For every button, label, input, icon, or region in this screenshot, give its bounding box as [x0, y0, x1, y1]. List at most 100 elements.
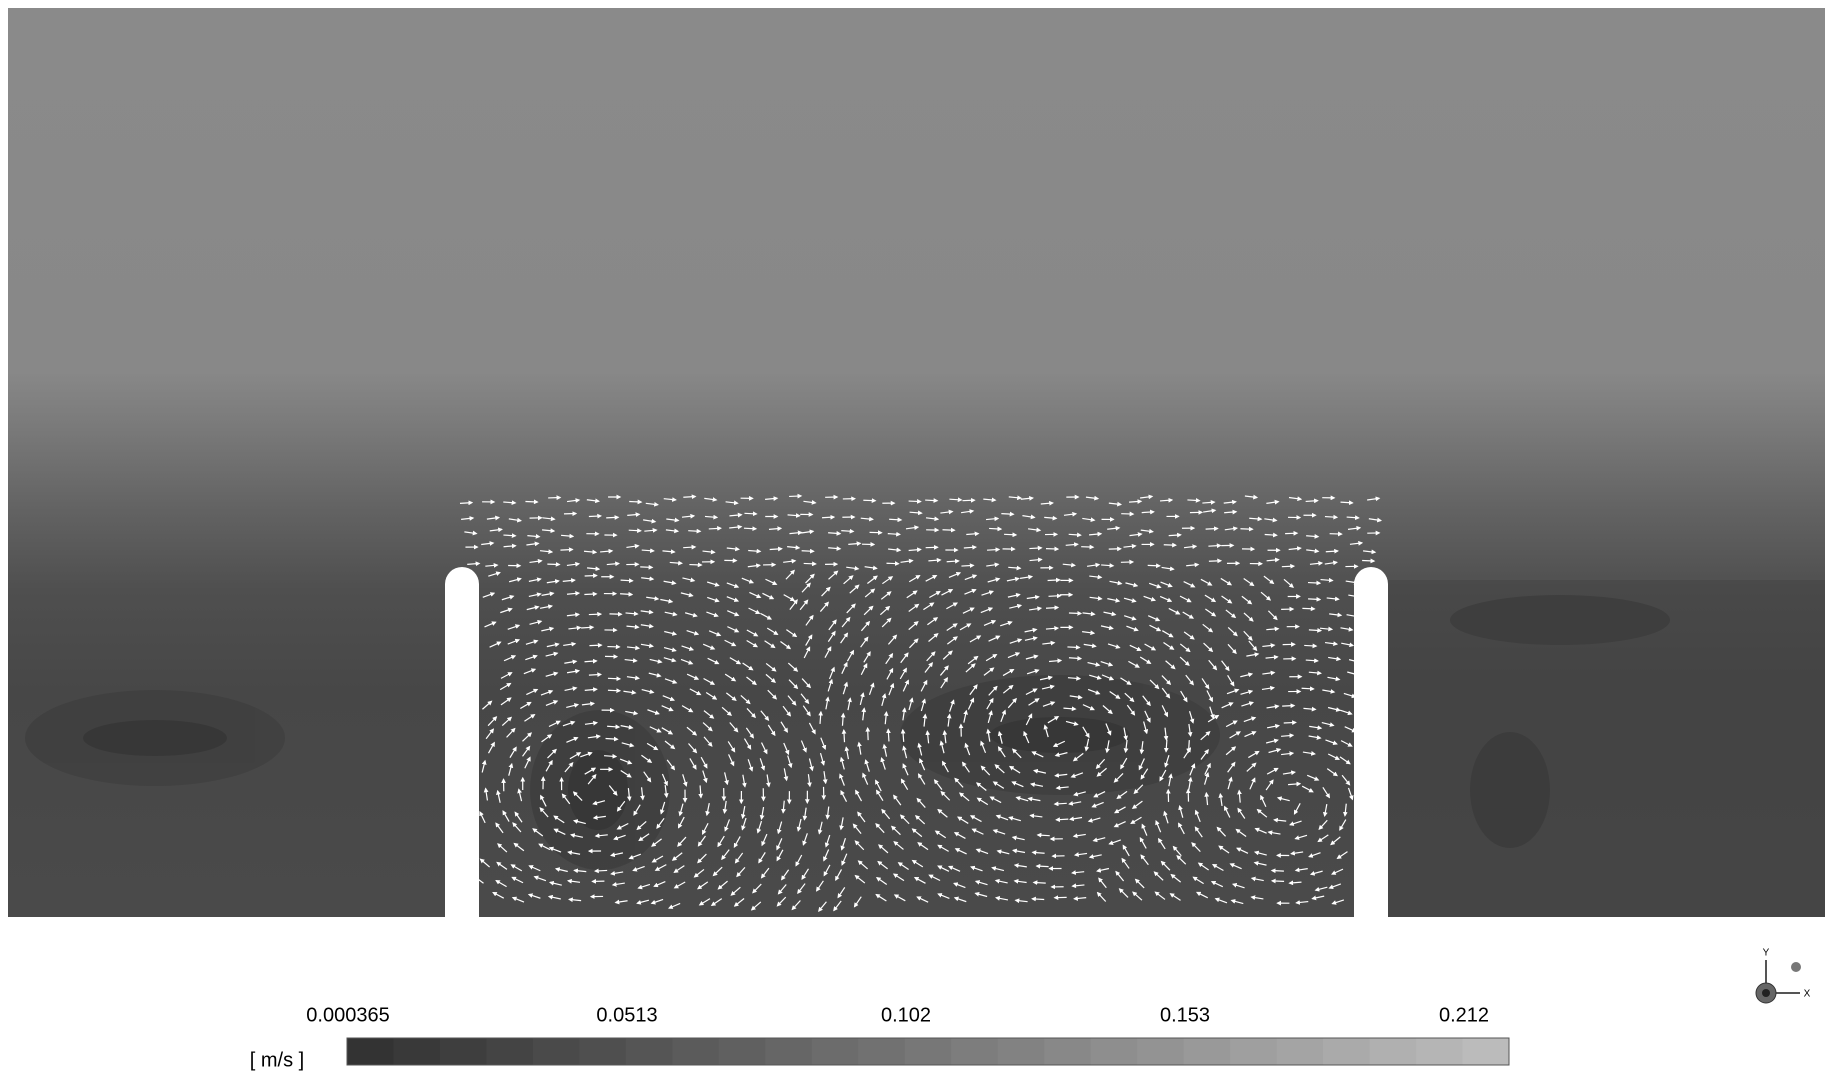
legend-tick: 0.212 [1439, 1004, 1489, 1026]
velocity-arrow [860, 636, 869, 648]
velocity-arrow [1071, 883, 1085, 889]
velocity-arrow [1029, 557, 1043, 563]
velocity-arrow [1113, 773, 1124, 783]
velocity-arrow [528, 577, 542, 583]
velocity-arrow [893, 794, 902, 806]
velocity-arrow [1226, 688, 1240, 695]
velocity-arrow [627, 512, 641, 518]
velocity-arrow [487, 741, 495, 754]
velocity-arrow [686, 673, 700, 680]
velocity-arrow [848, 541, 862, 547]
velocity-arrow [626, 645, 641, 651]
velocity-arrow [1283, 720, 1297, 725]
velocity-arrow [500, 672, 513, 679]
velocity-arrow [1143, 721, 1149, 735]
velocity-arrow [913, 876, 926, 884]
velocity-arrow [1027, 796, 1041, 802]
velocity-arrow [939, 665, 949, 676]
velocity-arrow [584, 687, 598, 693]
velocity-arrow [620, 769, 632, 778]
velocity-arrow [1243, 612, 1254, 622]
velocity-arrow [489, 527, 503, 533]
velocity-arrow [1339, 756, 1351, 765]
velocity-arrow [1342, 803, 1348, 817]
velocity-arrow [934, 830, 947, 839]
velocity-arrow [589, 642, 603, 648]
velocity-arrow [548, 846, 562, 853]
velocity-arrow [1248, 640, 1258, 652]
velocity-arrow [760, 742, 768, 755]
velocity-arrow [1308, 670, 1322, 676]
velocity-arrow [526, 688, 539, 696]
velocity-arrow [1100, 625, 1114, 631]
velocity-arrow [656, 817, 665, 829]
velocity-arrow [969, 815, 982, 823]
velocity-arrow [1109, 580, 1123, 586]
velocity-arrow [1089, 531, 1103, 537]
colorbar-segment [1183, 1038, 1231, 1065]
velocity-arrow [1000, 620, 1013, 627]
velocity-arrow [698, 898, 711, 906]
velocity-arrow [1290, 850, 1304, 856]
velocity-arrow [946, 558, 960, 564]
velocity-arrow [777, 821, 783, 835]
velocity-arrow [925, 575, 938, 582]
velocity-arrow [1014, 898, 1028, 904]
velocity-arrow [909, 510, 923, 516]
velocity-arrow [717, 835, 725, 848]
velocity-arrow [546, 579, 560, 584]
velocity-arrow [1163, 727, 1169, 741]
velocity-arrow [828, 530, 842, 536]
velocity-arrow [946, 713, 952, 727]
velocity-arrow [782, 705, 792, 717]
velocity-arrow [664, 630, 678, 636]
velocity-arrow [1001, 511, 1015, 517]
velocity-arrow [881, 617, 892, 628]
velocity-arrow [1225, 746, 1237, 756]
velocity-arrow [1207, 714, 1220, 723]
velocity-arrow [1008, 765, 1021, 774]
velocity-arrow [828, 666, 835, 680]
velocity-arrow [764, 640, 776, 649]
velocity-arrow [801, 548, 815, 554]
velocity-arrow [689, 688, 702, 696]
velocity-arrow [1072, 833, 1086, 839]
velocity-arrow [817, 821, 823, 835]
velocity-arrow [682, 774, 688, 787]
velocity-arrow [1086, 562, 1101, 568]
velocity-arrow [1126, 704, 1136, 716]
velocity-arrow [900, 652, 909, 664]
velocity-arrow [492, 891, 505, 899]
velocity-arrow [801, 868, 810, 880]
velocity-arrow [796, 818, 802, 832]
velocity-arrow [1235, 828, 1247, 838]
velocity-arrow [1224, 805, 1231, 818]
velocity-arrow [920, 698, 927, 712]
velocity-arrow [666, 759, 676, 771]
velocity-arrow [949, 497, 963, 503]
velocity-arrow [1230, 899, 1244, 905]
velocity-arrow [937, 893, 950, 900]
velocity-arrow [1320, 577, 1334, 583]
velocity-vectors [459, 493, 1383, 912]
velocity-arrow [1121, 857, 1130, 869]
velocity-arrow [1120, 677, 1132, 685]
velocity-arrow [765, 662, 777, 672]
velocity-arrow [863, 651, 871, 663]
velocity-arrow [747, 563, 761, 569]
velocity-arrow [588, 672, 603, 678]
velocity-arrow [616, 800, 626, 812]
velocity-arrow [914, 815, 926, 825]
velocity-arrow [802, 705, 811, 717]
velocity-arrow [1308, 852, 1321, 858]
velocity-arrow [497, 843, 508, 853]
velocity-arrow [994, 764, 1005, 774]
velocity-arrow [1288, 546, 1302, 551]
velocity-arrow [1178, 804, 1184, 818]
velocity-arrow [835, 869, 843, 882]
velocity-arrow [1309, 725, 1323, 731]
velocity-arrow [855, 789, 863, 802]
velocity-arrow [697, 853, 707, 864]
